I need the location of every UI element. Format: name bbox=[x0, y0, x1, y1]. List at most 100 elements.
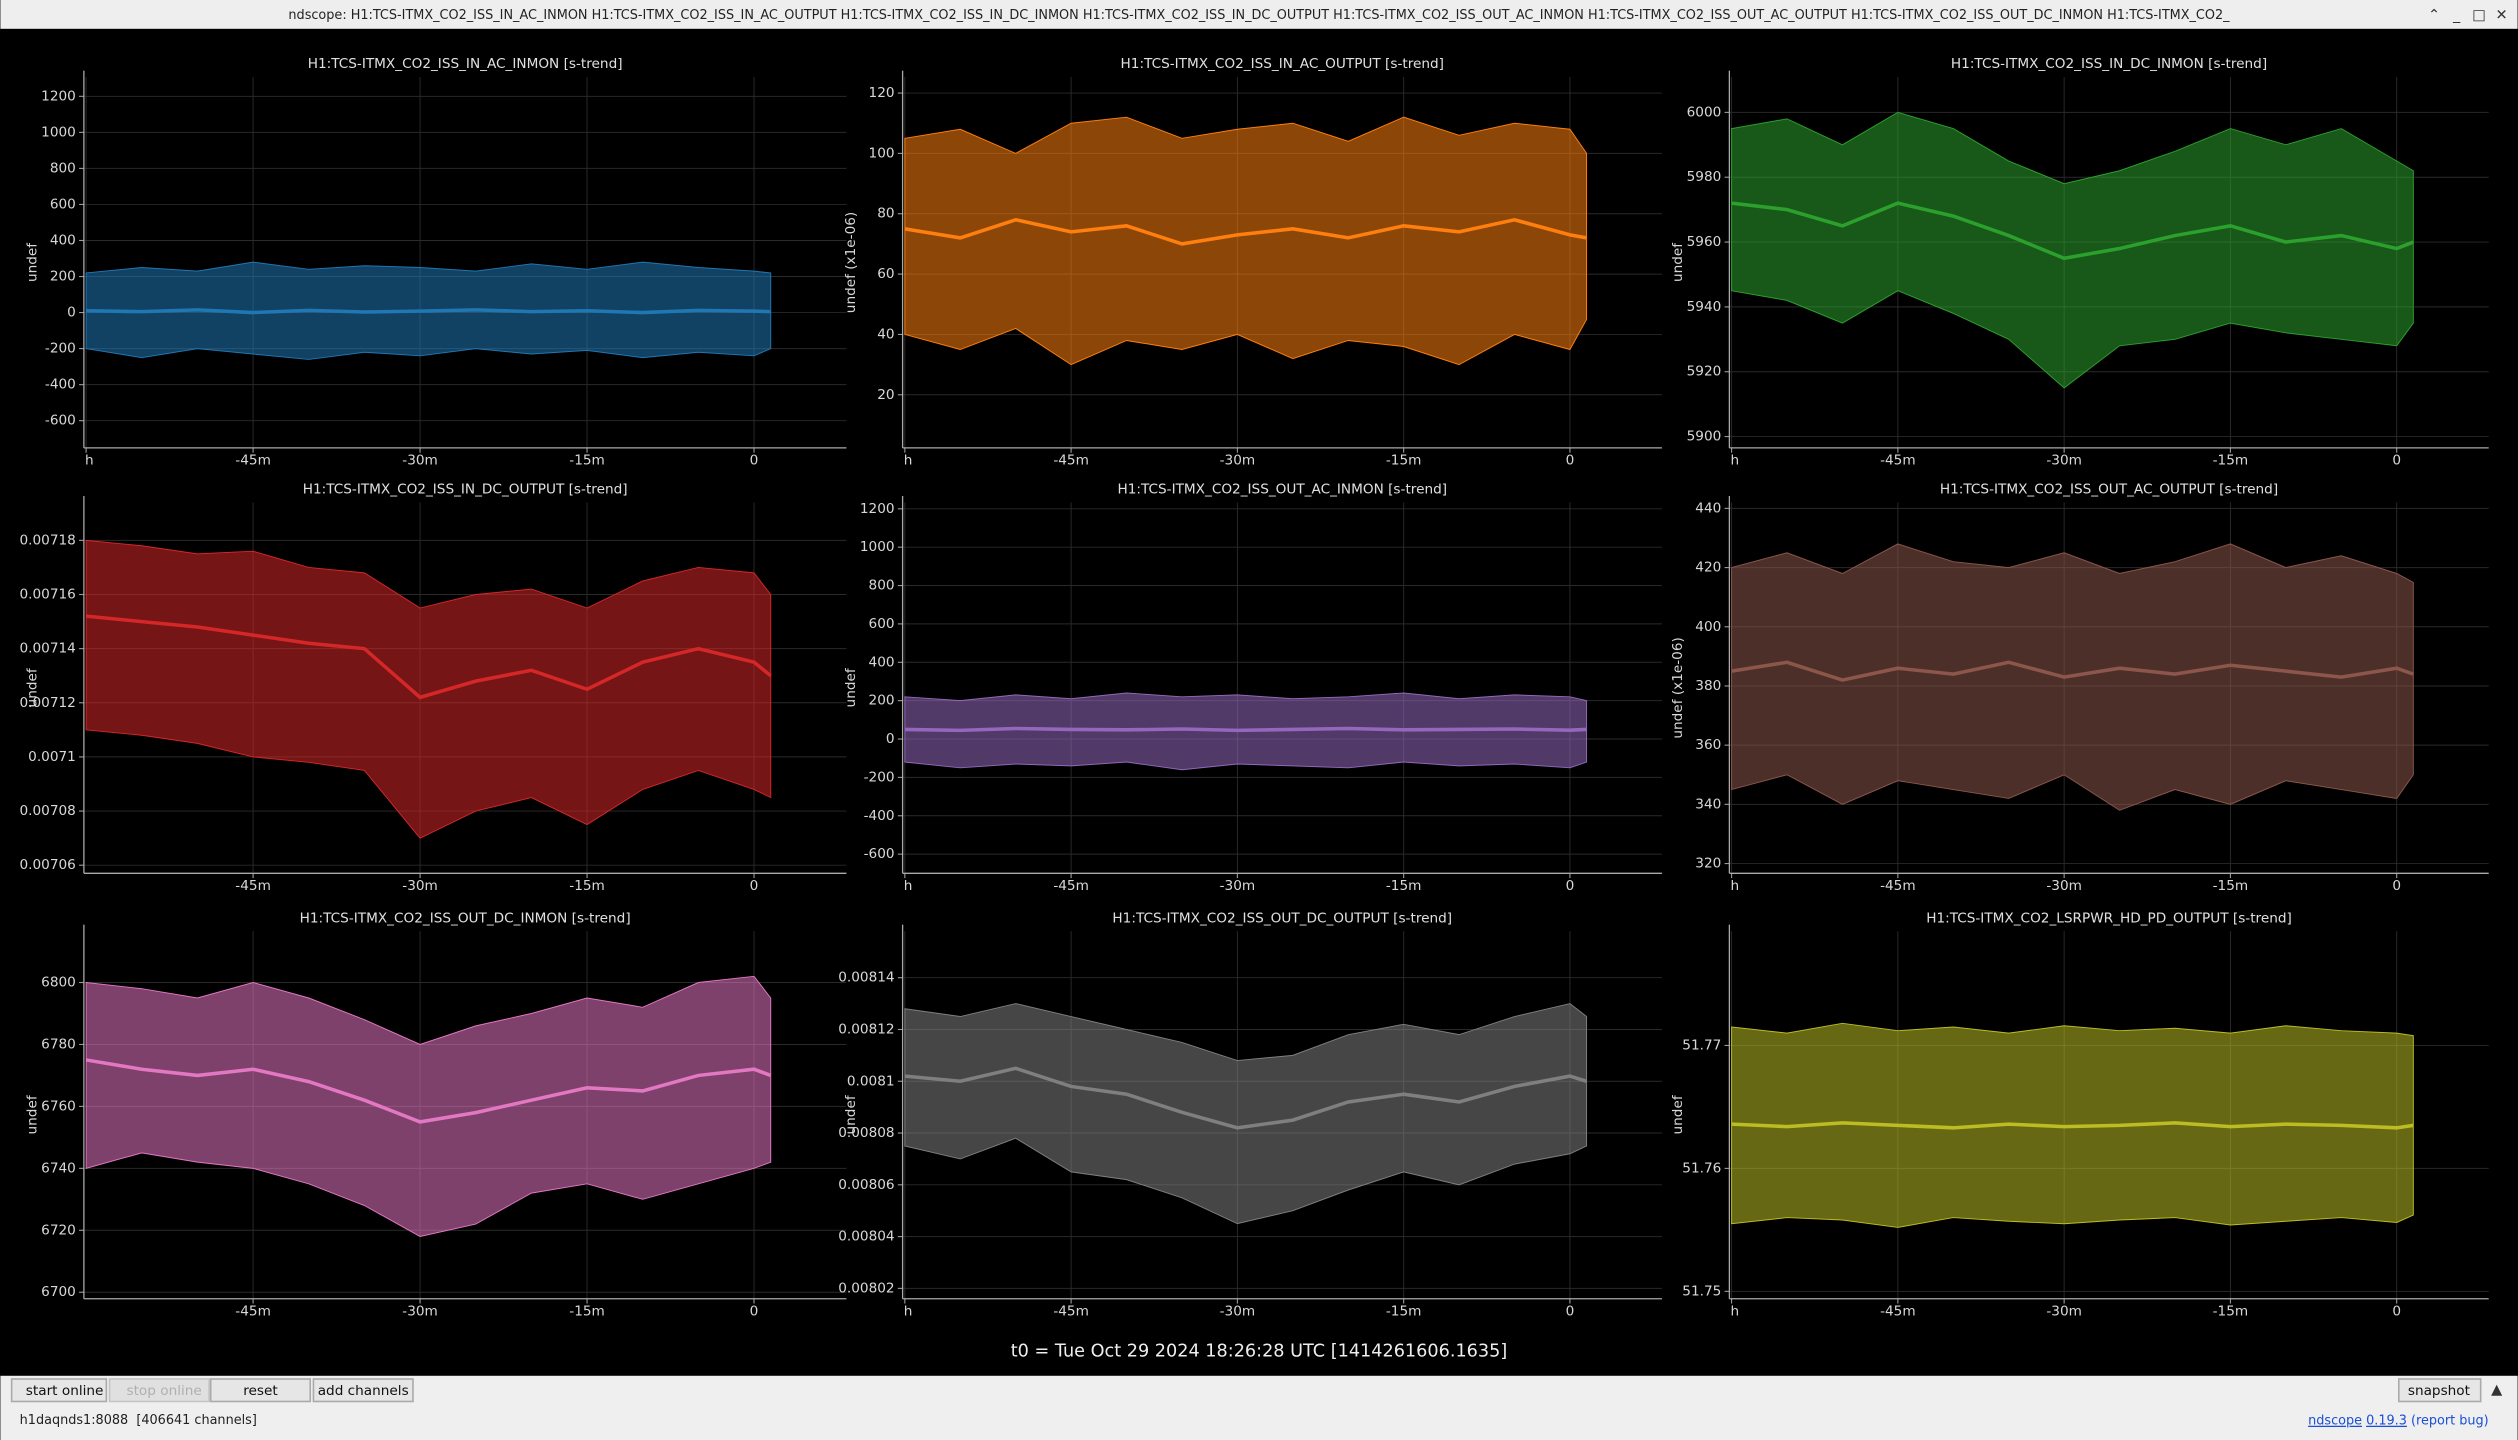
y-tick-label: 0.00804 bbox=[838, 1229, 894, 1245]
y-tick-label: 6740 bbox=[41, 1160, 76, 1176]
y-tick-label: 6760 bbox=[41, 1098, 76, 1114]
window-minimize[interactable]: _ bbox=[2452, 7, 2461, 23]
y-tick-label: 0.00806 bbox=[838, 1177, 894, 1193]
y-tick-label: 200 bbox=[869, 693, 895, 709]
trace-envelope bbox=[904, 1003, 1588, 1225]
y-tick-label: 360 bbox=[1695, 737, 1721, 753]
plot: H1:TCS-ITMX_CO2_ISS_OUT_AC_INMON [s-tren… bbox=[843, 482, 1662, 894]
y-axis-label: undef bbox=[25, 667, 41, 707]
x-tick-label: h bbox=[85, 453, 94, 469]
x-tick-label: 0 bbox=[2392, 1304, 2401, 1320]
button-label: stop online bbox=[126, 1383, 201, 1399]
plots: H1:TCS-ITMX_CO2_ISS_IN_AC_INMON [s-trend… bbox=[20, 56, 2489, 1320]
x-tick-label: h bbox=[904, 453, 913, 469]
y-axis-label: undef (x1e-06) bbox=[1670, 637, 1686, 738]
window-maximize[interactable]: □ bbox=[2472, 7, 2486, 23]
server-status: h1daqnds1:8088 [406641 channels] bbox=[20, 1413, 257, 1428]
y-axis-label: undef bbox=[25, 1094, 41, 1134]
y-axis-label: undef (x1e-06) bbox=[843, 212, 859, 313]
y-tick-label: 0.00718 bbox=[20, 532, 76, 548]
trace-mean bbox=[1731, 201, 2414, 261]
trace-envelope bbox=[1731, 111, 2414, 389]
x-tick-label: 0 bbox=[750, 1304, 759, 1320]
version-link[interactable]: 0.19.3 bbox=[2366, 1413, 2407, 1428]
version-info: ndscope 0.19.3 (report bug) bbox=[2308, 1413, 2489, 1428]
title-bar bbox=[0, 0, 2518, 29]
button-frame bbox=[209, 1378, 312, 1403]
y-tick-label: 0.00716 bbox=[20, 587, 76, 603]
y-tick-label: 0.00808 bbox=[838, 1125, 894, 1141]
x-tick-label: -30m bbox=[2046, 878, 2082, 894]
y-tick-label: -200 bbox=[45, 341, 76, 357]
ndscope-link[interactable]: ndscope bbox=[2308, 1413, 2362, 1428]
trace-mean bbox=[904, 217, 1587, 246]
x-tick-label: 0 bbox=[2392, 878, 2401, 894]
y-tick-label: 200 bbox=[50, 269, 76, 285]
x-tick-label: -30m bbox=[402, 1304, 438, 1320]
trace-mean bbox=[1731, 660, 2414, 682]
x-tick-label: 0 bbox=[1566, 453, 1575, 469]
reset-button[interactable]: reset bbox=[209, 1378, 312, 1403]
y-tick-label: 0.00712 bbox=[20, 695, 76, 711]
plot-title: H1:TCS-ITMX_CO2_ISS_OUT_AC_OUTPUT [s-tre… bbox=[1940, 482, 2278, 498]
y-tick-label: 51.75 bbox=[1682, 1283, 1721, 1299]
y-tick-label: 6720 bbox=[41, 1222, 76, 1238]
trace-mean bbox=[904, 1066, 1588, 1130]
y-tick-label: 80 bbox=[877, 206, 894, 222]
x-tick-label: -15m bbox=[1386, 1304, 1422, 1320]
start-online-button[interactable]: start online bbox=[10, 1378, 108, 1403]
y-tick-label: 320 bbox=[1695, 856, 1721, 872]
x-tick-label: 0 bbox=[750, 453, 759, 469]
x-tick-label: -15m bbox=[2213, 1304, 2249, 1320]
trace-mean bbox=[85, 1058, 772, 1124]
y-tick-label: 440 bbox=[1695, 500, 1721, 516]
plot-title: H1:TCS-ITMX_CO2_ISS_IN_DC_OUTPUT [s-tren… bbox=[303, 482, 628, 498]
y-tick-label: 0.0081 bbox=[847, 1073, 895, 1089]
plot-title: H1:TCS-ITMX_CO2_ISS_OUT_AC_INMON [s-tren… bbox=[1117, 482, 1447, 498]
y-tick-label: 380 bbox=[1695, 678, 1721, 694]
add-channels-button[interactable]: add channels bbox=[312, 1378, 414, 1403]
x-tick-label: -45m bbox=[1053, 453, 1089, 469]
x-tick-label: -30m bbox=[1220, 878, 1256, 894]
y-tick-label: 400 bbox=[869, 654, 895, 670]
button-frame bbox=[312, 1378, 414, 1403]
y-tick-label: -200 bbox=[864, 769, 895, 785]
y-tick-label: 0.00706 bbox=[20, 857, 76, 873]
report-bug-link[interactable]: (report bug) bbox=[2411, 1413, 2489, 1428]
x-tick-label: -30m bbox=[402, 453, 438, 469]
button-label: reset bbox=[243, 1383, 278, 1399]
y-tick-label: 420 bbox=[1695, 560, 1721, 576]
y-axis-label: undef bbox=[25, 242, 41, 282]
y-tick-label: 0.00714 bbox=[20, 641, 76, 657]
stop-online-button[interactable]: stop online bbox=[108, 1378, 210, 1403]
t0-label: t0 = Tue Oct 29 2024 18:26:28 UTC [14142… bbox=[1011, 1342, 1507, 1362]
y-tick-label: 60 bbox=[877, 266, 894, 282]
y-tick-label: 1200 bbox=[860, 501, 895, 517]
y-tick-label: -600 bbox=[45, 413, 76, 429]
y-tick-label: 1000 bbox=[41, 124, 76, 140]
x-tick-label: -45m bbox=[235, 878, 271, 894]
y-tick-label: 5960 bbox=[1687, 234, 1722, 250]
x-tick-label: -30m bbox=[1220, 453, 1256, 469]
window-collapse[interactable]: ⌃ bbox=[2428, 7, 2440, 23]
window-title: ndscope: H1:TCS-ITMX_CO2_ISS_IN_AC_INMON… bbox=[288, 8, 2230, 23]
x-tick-label: -30m bbox=[2046, 1304, 2082, 1320]
x-tick-label: 0 bbox=[1566, 1304, 1575, 1320]
x-tick-label: -30m bbox=[402, 878, 438, 894]
y-tick-label: 6780 bbox=[41, 1036, 76, 1052]
trace-envelope bbox=[85, 975, 772, 1237]
trace-mean bbox=[904, 726, 1587, 733]
window-close[interactable]: ✕ bbox=[2495, 7, 2507, 23]
button-label: start online bbox=[26, 1383, 104, 1399]
plot-title: H1:TCS-ITMX_CO2_ISS_OUT_DC_INMON [s-tren… bbox=[300, 910, 631, 926]
x-tick-label: -15m bbox=[1386, 453, 1422, 469]
expand-arrow[interactable]: ▲ bbox=[2491, 1382, 2503, 1398]
snapshot-button[interactable]: snapshot bbox=[2397, 1378, 2482, 1403]
toolbar bbox=[0, 1375, 2518, 1440]
trace-mean bbox=[85, 614, 772, 700]
y-tick-label: 340 bbox=[1695, 796, 1721, 812]
y-tick-label: 40 bbox=[877, 326, 894, 342]
x-tick-label: 0 bbox=[750, 878, 759, 894]
y-tick-label: 20 bbox=[877, 387, 894, 403]
x-tick-label: -45m bbox=[1053, 878, 1089, 894]
